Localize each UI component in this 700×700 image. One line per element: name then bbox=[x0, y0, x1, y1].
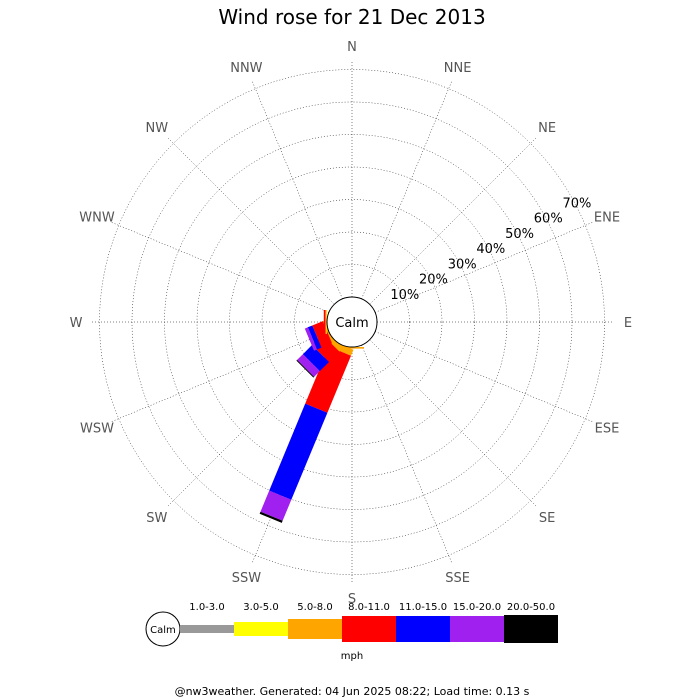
direction-label-ene: ENE bbox=[594, 210, 620, 225]
direction-label-se: SE bbox=[539, 511, 555, 526]
direction-label-wnw: WNW bbox=[79, 210, 115, 225]
direction-label-sw: SW bbox=[146, 511, 167, 526]
direction-label-w: W bbox=[70, 316, 83, 331]
legend-swatch-8.0-11.0 bbox=[342, 616, 396, 642]
direction-label-sse: SSE bbox=[445, 571, 470, 586]
percent-label: 20% bbox=[419, 273, 448, 288]
bar-ssw-8.0-11.0 bbox=[305, 346, 351, 413]
spoke-nw bbox=[166, 136, 335, 305]
spoke-nne bbox=[361, 79, 453, 299]
legend-label: 15.0-20.0 bbox=[453, 602, 501, 613]
spoke-nnw bbox=[251, 79, 343, 299]
percent-labels: 10%20%30%40%50%60%70% bbox=[390, 196, 591, 303]
direction-label-ese: ESE bbox=[595, 422, 620, 437]
direction-label-nw: NW bbox=[146, 121, 169, 136]
spoke-ene bbox=[375, 221, 595, 313]
percent-label: 60% bbox=[534, 212, 563, 227]
bar-ssw-15.0-20.0 bbox=[260, 490, 292, 521]
percent-label: 10% bbox=[390, 288, 419, 303]
spoke-wsw bbox=[109, 331, 329, 423]
bar-ssw-11.0-15.0 bbox=[269, 403, 328, 500]
direction-label-nne: NNE bbox=[444, 61, 472, 76]
bar-sw-20.0-50.0 bbox=[296, 359, 315, 378]
bar-sw-15.0-20.0 bbox=[297, 354, 320, 377]
grid-ring bbox=[294, 264, 410, 380]
direction-labels: N NNE NE ENE E ESE SE SSE S SSW SW WSW W WNW NW NNW bbox=[70, 40, 633, 607]
legend-swatch-3.0-5.0 bbox=[234, 622, 288, 636]
legend-label: 20.0-50.0 bbox=[507, 602, 555, 613]
spoke-ese bbox=[375, 331, 595, 423]
bar-sw-11.0-15.0 bbox=[302, 345, 329, 372]
legend-swatch-5.0-8.0 bbox=[288, 619, 342, 639]
legend-calm-label: Calm bbox=[150, 625, 176, 636]
bar-ssw-20.0-50.0 bbox=[259, 511, 283, 523]
legend-swatch-1.0-3.0 bbox=[180, 625, 234, 633]
chart-title: Wind rose for 21 Dec 2013 bbox=[218, 5, 485, 29]
percent-label: 40% bbox=[476, 242, 505, 257]
speed-legend: Calm 1.0-3.0 3.0-5.0 5.0-8.0 8.0-11.0 11.0-15… bbox=[145, 602, 558, 647]
grid-ring bbox=[99, 69, 605, 575]
legend-label: 8.0-11.0 bbox=[348, 602, 390, 613]
unit-label: mph bbox=[341, 651, 363, 662]
calm-label: Calm bbox=[335, 316, 368, 331]
percent-label: 30% bbox=[448, 257, 477, 272]
direction-label-e: E bbox=[624, 316, 632, 331]
direction-label-nnw: NNW bbox=[230, 61, 262, 76]
wind-bars bbox=[259, 310, 364, 523]
grid-ring bbox=[261, 231, 443, 413]
direction-label-ne: NE bbox=[538, 121, 556, 136]
bar-wsw-8.0-11.0 bbox=[312, 321, 332, 348]
footer-text: @nw3weather. Generated: 04 Jun 2025 08:2… bbox=[175, 685, 530, 698]
spoke-sse bbox=[361, 345, 453, 565]
direction-label-wsw: WSW bbox=[80, 422, 114, 437]
bar-wsw-15.0-20.0 bbox=[304, 327, 317, 351]
spoke-wnw bbox=[109, 221, 329, 313]
legend-label: 5.0-8.0 bbox=[297, 602, 332, 613]
legend-label: 11.0-15.0 bbox=[399, 602, 447, 613]
legend-label: 3.0-5.0 bbox=[243, 602, 278, 613]
direction-label-s: S bbox=[348, 592, 356, 607]
direction-label-ssw: SSW bbox=[232, 571, 262, 586]
legend-swatch-11.0-15.0 bbox=[396, 616, 450, 642]
legend-swatch-15.0-20.0 bbox=[450, 616, 504, 642]
bar-w-5.0-8.0 bbox=[325, 310, 327, 334]
spoke-ne bbox=[369, 136, 538, 305]
percent-label: 50% bbox=[505, 227, 534, 242]
bar-w-8.0-11.0 bbox=[323, 310, 326, 334]
direction-label-n: N bbox=[347, 40, 357, 55]
legend-label: 1.0-3.0 bbox=[189, 602, 224, 613]
bar-wsw-11.0-15.0 bbox=[307, 325, 322, 350]
calm-circle: Calm bbox=[326, 296, 378, 348]
legend-swatch-20.0-50.0 bbox=[504, 615, 558, 643]
percent-label: 70% bbox=[562, 196, 591, 211]
grid-ring bbox=[229, 199, 475, 445]
spoke-se bbox=[369, 339, 538, 508]
